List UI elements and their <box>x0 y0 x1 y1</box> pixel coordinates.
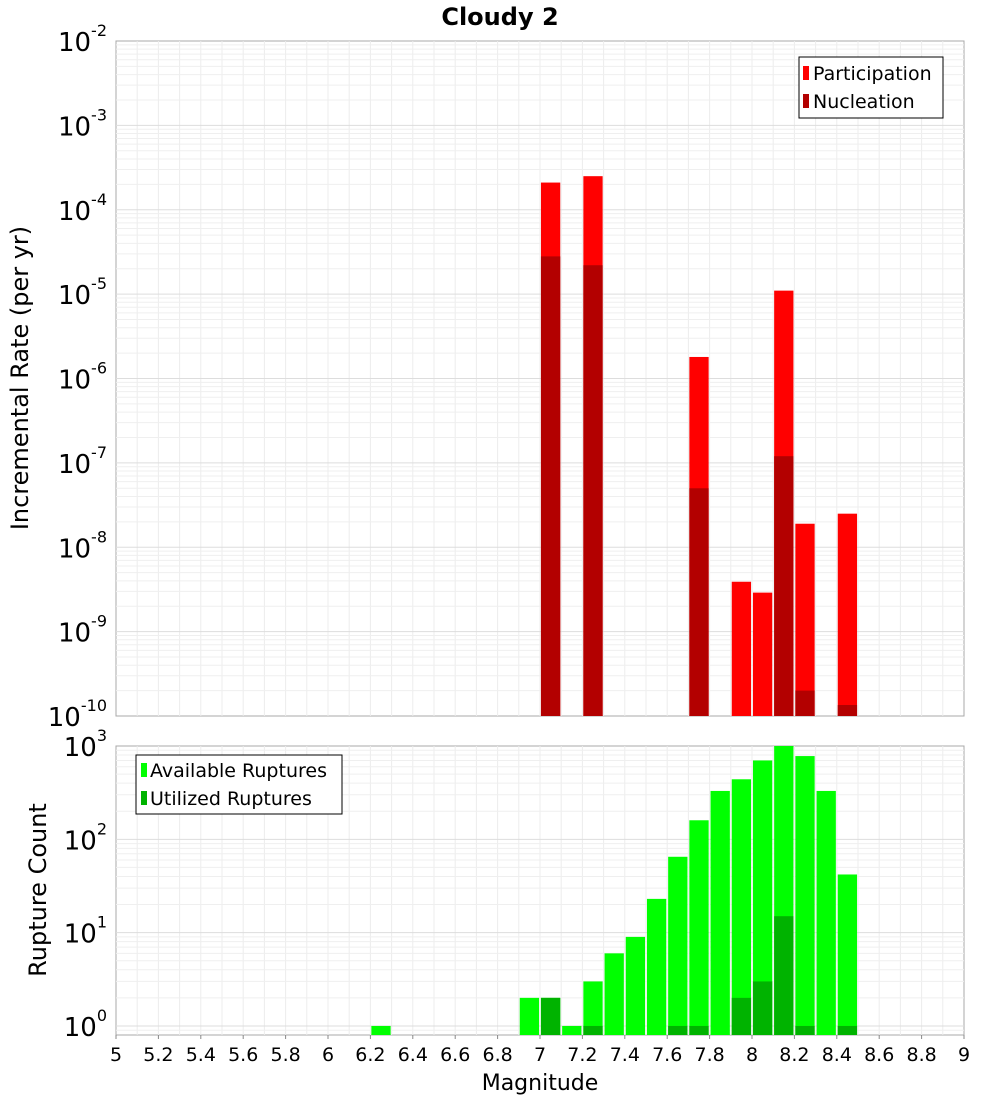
bar-utilized-ruptures <box>689 1025 709 1035</box>
y-tick-label: 10-8 <box>58 527 107 564</box>
legend-swatch-nucleation <box>803 94 809 108</box>
x-tick-label: 5.4 <box>186 1044 216 1066</box>
x-tick-label: 7.8 <box>694 1044 724 1066</box>
bar-utilized-ruptures <box>774 916 794 1035</box>
legend-swatch-available-ruptures <box>141 763 147 777</box>
legend-label-available-ruptures: Available Ruptures <box>150 760 327 782</box>
bar-participation <box>731 581 752 716</box>
legend-swatch-utilized-ruptures <box>141 791 147 805</box>
count-bars <box>371 746 858 1035</box>
rate-y-ticks: 10-10 10-9 10-8 10-7 10-6 10-5 10-4 10-3 10-2 <box>48 21 107 733</box>
rate-legend: Participation Nucleation <box>798 56 944 119</box>
rate-panel: 10-10 10-9 10-8 10-7 10-6 10-5 10-4 10-3 10-2 Pa… <box>6 21 965 733</box>
bar-utilized-ruptures <box>731 997 752 1035</box>
count-x-ticks: 5 5.2 5.4 5.6 5.8 6 6.2 6.4 6.6 6.8 7 7.2 7.4 7.6 7.8 8… <box>110 1035 970 1066</box>
bar-utilized-ruptures <box>583 1025 603 1035</box>
bar-nucleation <box>583 265 603 716</box>
count-legend-box <box>135 754 343 815</box>
y-tick-label: 10-9 <box>58 612 107 649</box>
y-tick-label: 103 <box>64 726 107 763</box>
y-tick-label: 10-3 <box>58 105 107 142</box>
y-tick-label: 10-7 <box>58 443 107 480</box>
y-tick-label: 10-10 <box>48 696 107 733</box>
bar-available-ruptures <box>604 953 624 1035</box>
bar-participation <box>837 513 858 716</box>
x-tick-label: 8.8 <box>906 1044 936 1066</box>
bar-utilized-ruptures <box>668 1025 688 1035</box>
count-legend: Available Ruptures Utilized Ruptures <box>135 754 343 815</box>
x-tick-label: 5.8 <box>270 1044 300 1066</box>
legend-label-nucleation: Nucleation <box>813 91 915 113</box>
bar-nucleation <box>837 705 858 716</box>
bar-available-ruptures <box>795 756 815 1035</box>
x-tick-label: 8.6 <box>864 1044 894 1066</box>
bar-utilized-ruptures <box>540 997 561 1035</box>
legend-label-participation: Participation <box>813 63 932 85</box>
y-tick-label: 100 <box>64 1006 107 1043</box>
bar-available-ruptures <box>562 1025 582 1035</box>
rate-legend-box <box>798 56 944 119</box>
rate-grid <box>116 41 964 716</box>
x-tick-label: 7.2 <box>567 1044 597 1066</box>
rate-bars <box>540 176 858 716</box>
x-tick-label: 6.2 <box>355 1044 385 1066</box>
x-axis-label: Magnitude <box>482 1071 599 1096</box>
x-tick-label: 6.6 <box>440 1044 470 1066</box>
bar-nucleation <box>540 256 561 716</box>
x-tick-label: 5 <box>110 1044 122 1066</box>
bar-nucleation <box>795 690 815 716</box>
x-tick-label: 7.6 <box>652 1044 682 1066</box>
x-tick-label: 7 <box>534 1044 546 1066</box>
x-tick-label: 6.8 <box>482 1044 512 1066</box>
bar-utilized-ruptures <box>837 1025 858 1035</box>
bar-available-ruptures <box>752 760 773 1035</box>
bar-available-ruptures <box>816 790 836 1035</box>
bar-available-ruptures <box>371 1025 391 1035</box>
x-tick-label: 5.2 <box>143 1044 173 1066</box>
bar-participation <box>795 523 815 716</box>
bar-available-ruptures <box>710 790 730 1035</box>
bar-available-ruptures <box>625 936 646 1035</box>
x-tick-label: 8.2 <box>779 1044 809 1066</box>
bar-available-ruptures <box>689 820 709 1035</box>
x-tick-label: 5.6 <box>228 1044 258 1066</box>
y-tick-label: 10-4 <box>58 190 107 227</box>
count-panel: 100 101 102 103 5 5.2 5.4 5.6 5.8 6 6.2 6.4 6.6 6.8 7… <box>24 726 970 1096</box>
rate-y-axis-label: Incremental Rate (per yr) <box>6 226 34 530</box>
bar-available-ruptures <box>731 779 752 1035</box>
bar-utilized-ruptures <box>752 981 773 1035</box>
bar-available-ruptures <box>646 898 667 1035</box>
bar-available-ruptures <box>837 874 858 1035</box>
y-tick-label: 10-6 <box>58 359 107 396</box>
x-tick-label: 8.4 <box>822 1044 852 1066</box>
legend-swatch-participation <box>803 66 809 80</box>
y-tick-label: 101 <box>64 913 107 950</box>
bar-utilized-ruptures <box>795 1025 815 1035</box>
bar-participation <box>752 592 773 716</box>
bar-nucleation <box>774 456 794 716</box>
bar-available-ruptures <box>668 856 688 1035</box>
bar-available-ruptures <box>583 981 603 1035</box>
count-y-axis-label: Rupture Count <box>24 803 52 977</box>
x-tick-label: 8 <box>746 1044 758 1066</box>
bar-nucleation <box>689 488 709 716</box>
y-tick-label: 10-5 <box>58 274 107 311</box>
chart-title: Cloudy 2 <box>441 3 559 31</box>
y-tick-label: 102 <box>64 819 107 856</box>
count-y-ticks: 100 101 102 103 <box>64 726 107 1043</box>
x-tick-label: 9 <box>958 1044 970 1066</box>
bar-available-ruptures <box>519 997 540 1035</box>
x-tick-label: 7.4 <box>610 1044 640 1066</box>
x-tick-label: 6 <box>322 1044 334 1066</box>
y-tick-label: 10-2 <box>58 21 107 58</box>
x-tick-label: 6.4 <box>398 1044 428 1066</box>
legend-label-utilized-ruptures: Utilized Ruptures <box>150 788 312 810</box>
